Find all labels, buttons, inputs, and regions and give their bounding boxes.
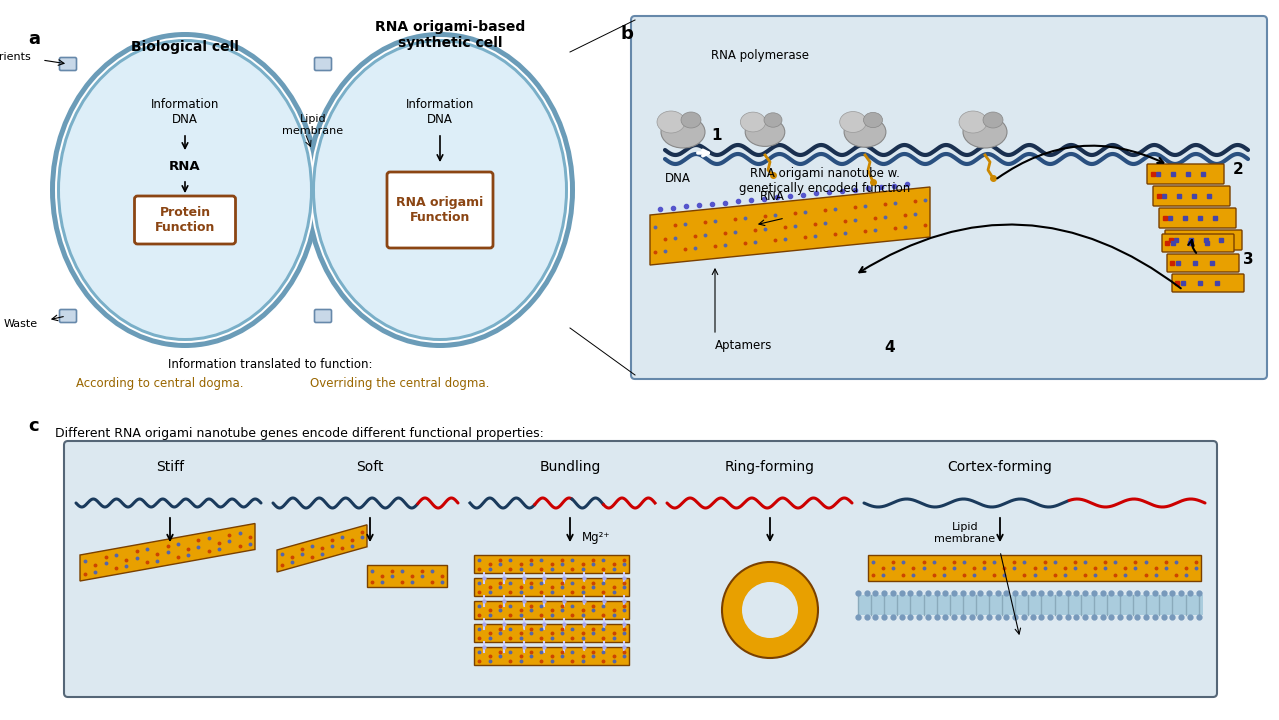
Ellipse shape xyxy=(301,28,579,352)
Text: RNA origami nanotube w.
genetically encoded function: RNA origami nanotube w. genetically enco… xyxy=(739,167,911,195)
Text: a: a xyxy=(28,30,40,48)
Text: Stiff: Stiff xyxy=(156,460,184,474)
Text: Soft: Soft xyxy=(357,460,384,474)
Text: 2: 2 xyxy=(1233,163,1243,178)
Text: According to central dogma.: According to central dogma. xyxy=(77,377,244,390)
Polygon shape xyxy=(858,595,1204,615)
Text: Bundling: Bundling xyxy=(540,460,601,474)
Ellipse shape xyxy=(741,112,766,132)
Text: Information
DNA: Information DNA xyxy=(151,98,219,126)
Text: RNA: RNA xyxy=(760,190,785,203)
Text: RNA polymerase: RNA polymerase xyxy=(711,48,810,61)
Text: Waste: Waste xyxy=(4,319,38,329)
Text: Aptamers: Aptamers xyxy=(715,338,773,351)
FancyBboxPatch shape xyxy=(631,16,1267,379)
FancyBboxPatch shape xyxy=(60,310,77,323)
FancyBboxPatch shape xyxy=(388,172,492,248)
Text: RNA: RNA xyxy=(169,161,201,174)
Polygon shape xyxy=(650,187,930,265)
Ellipse shape xyxy=(863,112,883,127)
Text: Information
DNA: Information DNA xyxy=(405,98,475,126)
Polygon shape xyxy=(868,555,1201,581)
Ellipse shape xyxy=(304,32,576,348)
FancyBboxPatch shape xyxy=(1147,164,1224,184)
Circle shape xyxy=(723,562,819,658)
Text: 3: 3 xyxy=(1243,253,1253,268)
FancyBboxPatch shape xyxy=(1166,254,1239,272)
FancyBboxPatch shape xyxy=(1172,274,1244,292)
Ellipse shape xyxy=(58,39,313,341)
Ellipse shape xyxy=(661,116,705,148)
Ellipse shape xyxy=(963,116,1007,148)
Ellipse shape xyxy=(46,28,324,352)
FancyBboxPatch shape xyxy=(1165,230,1242,250)
FancyBboxPatch shape xyxy=(1163,234,1234,252)
Ellipse shape xyxy=(959,111,987,133)
Text: Different RNA origami nanotube genes encode different functional properties:: Different RNA origami nanotube genes enc… xyxy=(55,427,544,440)
FancyBboxPatch shape xyxy=(315,58,331,71)
Ellipse shape xyxy=(55,37,315,343)
Text: Biological cell: Biological cell xyxy=(130,40,239,54)
Polygon shape xyxy=(475,601,629,619)
Polygon shape xyxy=(81,523,255,581)
Ellipse shape xyxy=(657,111,686,133)
FancyBboxPatch shape xyxy=(1152,186,1230,206)
FancyBboxPatch shape xyxy=(60,58,77,71)
Text: Protein
Function: Protein Function xyxy=(155,206,215,234)
Text: DNA: DNA xyxy=(665,172,691,185)
Text: RNA origami
Function: RNA origami Function xyxy=(396,196,483,224)
Ellipse shape xyxy=(312,39,568,341)
Polygon shape xyxy=(475,647,629,665)
Polygon shape xyxy=(475,555,629,573)
Text: Ring-forming: Ring-forming xyxy=(725,460,815,474)
Ellipse shape xyxy=(984,112,1003,128)
Polygon shape xyxy=(475,624,629,642)
Ellipse shape xyxy=(746,117,785,146)
Ellipse shape xyxy=(840,112,866,132)
FancyBboxPatch shape xyxy=(134,196,235,244)
Text: RNA origami-based
synthetic cell: RNA origami-based synthetic cell xyxy=(375,20,526,50)
FancyBboxPatch shape xyxy=(315,310,331,323)
Text: Mg²⁺: Mg²⁺ xyxy=(582,531,610,544)
Text: Nutrients: Nutrients xyxy=(0,52,32,62)
FancyBboxPatch shape xyxy=(64,441,1218,697)
Text: Information translated to function:: Information translated to function: xyxy=(168,359,372,372)
Ellipse shape xyxy=(844,117,886,147)
Ellipse shape xyxy=(764,113,781,127)
Ellipse shape xyxy=(680,112,701,128)
Ellipse shape xyxy=(60,42,310,338)
Polygon shape xyxy=(367,565,446,587)
Ellipse shape xyxy=(315,42,565,338)
Text: b: b xyxy=(620,25,633,43)
Text: Overriding the central dogma.: Overriding the central dogma. xyxy=(311,377,490,390)
Text: Lipid
membrane: Lipid membrane xyxy=(283,114,344,136)
Text: Cortex-forming: Cortex-forming xyxy=(948,460,1053,474)
Text: c: c xyxy=(28,417,38,435)
Polygon shape xyxy=(475,578,629,596)
Text: Lipid
membrane: Lipid membrane xyxy=(935,522,995,544)
Circle shape xyxy=(742,582,798,638)
Text: 4: 4 xyxy=(885,340,895,354)
FancyBboxPatch shape xyxy=(1159,208,1236,228)
Polygon shape xyxy=(278,525,367,572)
Ellipse shape xyxy=(310,37,570,343)
Text: 1: 1 xyxy=(711,127,723,143)
Ellipse shape xyxy=(50,32,320,348)
